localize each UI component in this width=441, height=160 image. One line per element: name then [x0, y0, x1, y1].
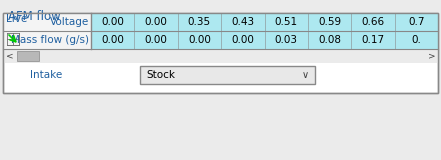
- Text: 0.66: 0.66: [361, 17, 385, 27]
- Text: AFM flow: AFM flow: [8, 10, 61, 23]
- Bar: [17, 51, 39, 61]
- Bar: [3, 49, 438, 63]
- Text: 0.7: 0.7: [408, 17, 425, 27]
- Bar: [3, 13, 91, 31]
- Bar: [3, 13, 438, 93]
- Text: ∨: ∨: [302, 70, 309, 80]
- Text: 0.00: 0.00: [145, 35, 168, 45]
- Text: 0.00: 0.00: [188, 35, 211, 45]
- Text: 0.00: 0.00: [101, 35, 124, 45]
- Text: 0.03: 0.03: [275, 35, 298, 45]
- Text: >: >: [428, 52, 436, 60]
- Bar: [3, 13, 438, 93]
- Text: 0.17: 0.17: [361, 35, 385, 45]
- Text: 0.51: 0.51: [275, 17, 298, 27]
- Text: 0.00: 0.00: [145, 17, 168, 27]
- Bar: [91, 13, 438, 49]
- Text: Intake: Intake: [30, 70, 62, 80]
- Text: 0.43: 0.43: [231, 17, 254, 27]
- Bar: [140, 66, 315, 84]
- Text: 0.59: 0.59: [318, 17, 341, 27]
- Text: 0.08: 0.08: [318, 35, 341, 45]
- Text: 0.00: 0.00: [101, 17, 124, 27]
- Text: Voltage: Voltage: [50, 17, 89, 27]
- Text: <: <: [6, 52, 14, 60]
- Text: 0.35: 0.35: [188, 17, 211, 27]
- Text: 0.: 0.: [411, 35, 421, 45]
- Text: 0.00: 0.00: [232, 35, 254, 45]
- Bar: [3, 31, 91, 49]
- Text: Stock: Stock: [146, 70, 175, 80]
- Text: Mass flow (g/s): Mass flow (g/s): [11, 35, 89, 45]
- Text: Live: Live: [6, 14, 27, 24]
